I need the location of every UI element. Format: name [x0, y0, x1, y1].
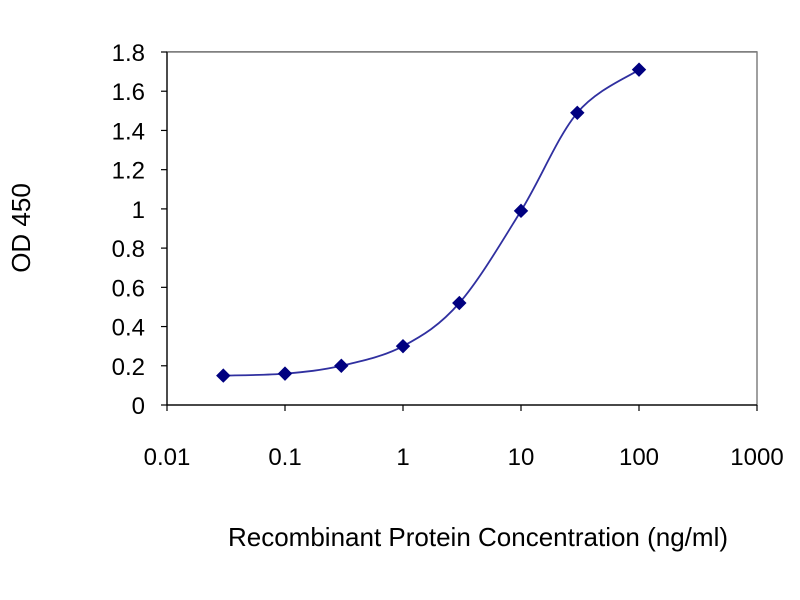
- y-tick-label: 1.8: [112, 40, 145, 67]
- plot-area: [166, 51, 758, 406]
- data-point-marker: [570, 105, 585, 121]
- x-tick-label: 0.01: [144, 444, 191, 471]
- y-tick-label: 1.4: [112, 118, 145, 145]
- x-tick-label: 100: [619, 444, 659, 471]
- y-tick-label: 1.2: [112, 158, 145, 185]
- data-point-marker: [277, 366, 293, 381]
- x-tick-label: 1000: [730, 444, 783, 471]
- y-tick-label: 1.6: [112, 79, 145, 106]
- y-tick-label: 0.8: [112, 236, 145, 263]
- data-point-marker: [334, 358, 349, 373]
- y-tick-label: 0: [132, 393, 145, 420]
- x-axis-label: Recombinant Protein Concentration (ng/ml…: [228, 522, 728, 552]
- y-axis-label: OD 450: [6, 183, 36, 273]
- y-tick-label: 0.2: [112, 354, 145, 381]
- x-tick-label: 10: [508, 444, 535, 471]
- data-point-marker: [513, 203, 529, 219]
- y-axis: 0 0.2 0.4 0.6 0.8 1 1.2 1.4 1.6 1.8: [112, 40, 168, 420]
- data-point-marker: [452, 295, 467, 311]
- y-tick-label: 0.6: [112, 275, 145, 302]
- data-point-marker: [631, 62, 647, 77]
- y-tick-label: 0.4: [112, 315, 145, 342]
- x-tick-label: 1: [396, 444, 409, 471]
- y-tick-label: 1: [132, 197, 145, 224]
- data-points: [216, 62, 647, 383]
- series-line: [223, 68, 640, 377]
- x-tick-label: 0.1: [268, 444, 301, 471]
- data-point-marker: [395, 338, 411, 354]
- x-axis: 0.01 0.1 1 10 100 1000: [144, 404, 784, 471]
- data-point-marker: [216, 368, 231, 383]
